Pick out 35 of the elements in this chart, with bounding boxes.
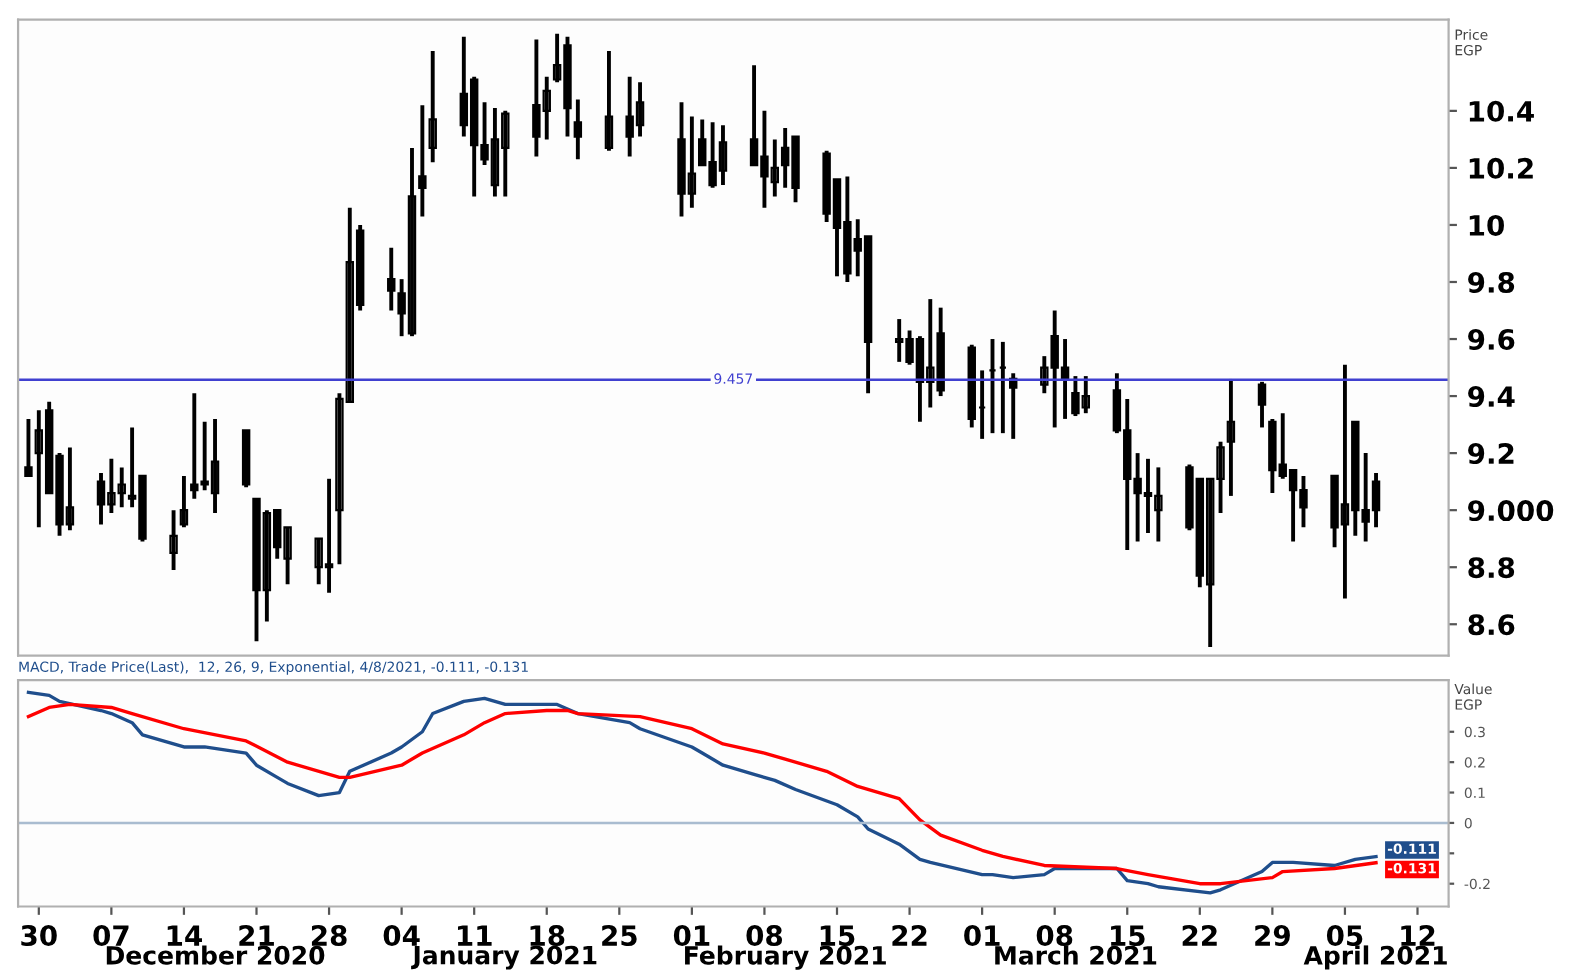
- x2-tick-label: December 2020: [106, 945, 325, 965]
- y-tick-label: 9.8: [1468, 271, 1515, 293]
- y-tick-label: 8.6: [1468, 614, 1515, 636]
- x-tick-label: 12: [1401, 925, 1435, 946]
- x-tick-label: 25: [602, 925, 637, 947]
- x-tick-label: 28: [311, 925, 347, 947]
- x-tick-label: 15: [1111, 925, 1145, 947]
- x-tick-label: 29: [1255, 925, 1290, 947]
- x-tick-label: 11: [457, 925, 492, 946]
- x-tick-label: 08: [746, 925, 783, 947]
- y-tick-label: 9.4: [1468, 386, 1515, 408]
- y-tick-label: 10.2: [1469, 157, 1533, 179]
- x-tick-label: 05: [1326, 925, 1363, 947]
- x-tick-label: 21: [239, 925, 274, 946]
- x2-tick-label: February 2021: [685, 945, 886, 970]
- x-tick-label: 08: [1036, 925, 1073, 947]
- x-tick-label: 01: [673, 925, 710, 947]
- x-tick-label: 18: [530, 925, 565, 947]
- x-tick-label: 01: [964, 925, 1000, 947]
- x-tick-label: 14: [167, 925, 202, 946]
- x-tick-label: 22: [892, 925, 927, 946]
- y-tick-label: 9.2: [1468, 443, 1514, 465]
- x-tick-label: 04: [383, 925, 420, 947]
- y-tick-label: 10.4: [1469, 100, 1534, 122]
- y-tick-label: 10: [1469, 214, 1504, 236]
- x2-tick-label: January 2021: [411, 945, 597, 970]
- x2-tick-label: April 2021: [1303, 945, 1447, 970]
- x2-tick-label: March 2021: [995, 945, 1157, 965]
- x-tick-label: 30: [21, 925, 57, 947]
- y-tick-label: 9.000: [1468, 500, 1554, 522]
- x-tick-label: 07: [93, 925, 129, 947]
- y-tick-label: 9.6: [1468, 329, 1515, 350]
- x-tick-label: 22: [1182, 925, 1217, 946]
- x-tick-label: 15: [820, 925, 855, 947]
- y-tick-label: 8.8: [1468, 557, 1515, 579]
